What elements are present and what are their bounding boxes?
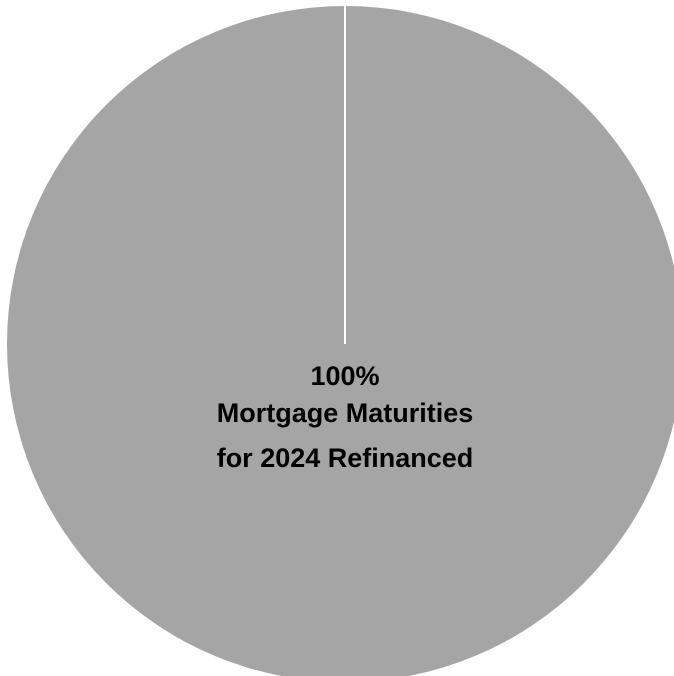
slice-data-label-value: 100% [310, 361, 379, 391]
pie-slices [7, 6, 674, 676]
pie-slice [7, 6, 674, 676]
slice-data-label-category-line-2: for 2024 Refinanced [217, 443, 474, 473]
slice-data-label-category-line-1: Mortgage Maturities [217, 398, 474, 428]
